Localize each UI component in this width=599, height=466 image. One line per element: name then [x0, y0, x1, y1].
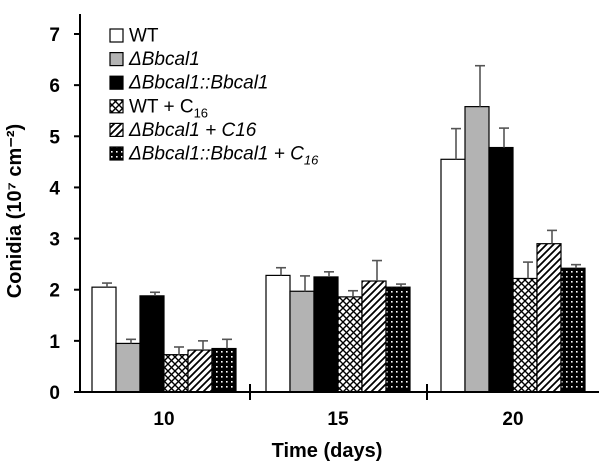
bar-crosshatch-day-10 [163, 354, 189, 393]
legend-label-diagonal: ΔBbcal1 + C16 [128, 120, 257, 141]
bar-gray-day-10 [115, 342, 141, 393]
bar-diagonal-day-10 [187, 349, 213, 393]
legend-label-crosshatch: WT + C16 [129, 96, 208, 120]
legend-label-gray: ΔBbcal1 [128, 49, 200, 70]
y-tick-label-6: 6 [49, 76, 60, 97]
y-tick-label-3: 3 [49, 230, 60, 251]
bar-open-day-20 [440, 158, 466, 393]
legend-label-italic-part: ΔBbcal1::Bbcal1 + C [128, 144, 304, 165]
legend-swatch-open [109, 28, 124, 43]
legend-label-italic-part: ΔBbcal1 [128, 49, 200, 70]
y-tick-label-1: 1 [49, 332, 60, 353]
legend-label-open: WT [129, 26, 159, 47]
legend-label-italic-part: ΔBbcal1::Bbcal1 [128, 73, 269, 94]
y-tick-label-5: 5 [49, 127, 60, 148]
bar-black-day-20 [488, 146, 514, 393]
y-tick-label-0: 0 [49, 383, 60, 404]
legend-label-plain-part: WT + C [129, 96, 194, 117]
legend-label-subscript: 16 [194, 105, 208, 120]
bar-open-day-10 [91, 286, 117, 393]
legend-swatch-crosshatch [109, 99, 124, 114]
bar-crosshatch-day-15 [337, 296, 363, 393]
bar-gray-day-15 [289, 290, 315, 393]
legend-label-italic-part: ΔBbcal1 + C16 [128, 120, 257, 141]
legend-swatch-black [109, 75, 124, 90]
legend-label-plain-part: WT [129, 26, 159, 47]
error-bars-layer [102, 64, 581, 355]
bar-open-day-15 [265, 274, 291, 393]
y-tick-label-4: 4 [49, 178, 60, 199]
legend-label-black: ΔBbcal1::Bbcal1 [128, 73, 269, 94]
legend-swatch-diagonal [109, 122, 124, 138]
x-tick-label-15: 15 [327, 409, 349, 430]
y-axis-title: Conidia (10⁷ cm⁻²) [4, 124, 26, 298]
x-tick-label-20: 20 [502, 409, 523, 430]
bars-layer [91, 106, 586, 393]
x-axis-title: Time (days) [272, 440, 383, 462]
bar-black-day-10 [139, 295, 165, 393]
bar-dots-day-15 [385, 286, 411, 393]
bar-gray-day-20 [464, 106, 490, 393]
bar-dots-day-10 [211, 347, 237, 393]
y-tick-label-7: 7 [49, 25, 60, 46]
bar-diagonal-day-20 [536, 243, 562, 393]
axes-layer [74, 14, 599, 400]
y-tick-labels: 0 1 2 3 4 5 6 7 [49, 25, 60, 404]
x-tick-label-10: 10 [153, 409, 174, 430]
x-tick-labels: 10 15 20 [153, 409, 523, 430]
legend-label-dots: ΔBbcal1::Bbcal1 + C16 [128, 144, 319, 168]
bar-dots-day-20 [560, 267, 586, 393]
y-tick-label-2: 2 [49, 281, 60, 302]
legend-label-subscript: 16 [304, 153, 319, 168]
legend-swatch-gray [109, 51, 124, 67]
bar-diagonal-day-15 [361, 280, 387, 393]
legend-swatch-dots [109, 146, 124, 161]
bar-black-day-15 [313, 276, 339, 393]
bar-crosshatch-day-20 [512, 277, 538, 393]
